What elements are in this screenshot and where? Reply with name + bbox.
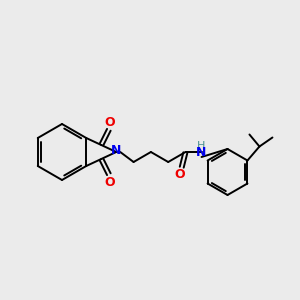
Text: N: N: [196, 146, 207, 160]
Text: H: H: [197, 141, 206, 151]
Text: O: O: [174, 169, 185, 182]
Text: O: O: [104, 176, 115, 188]
Text: O: O: [104, 116, 115, 128]
Text: N: N: [111, 145, 122, 158]
